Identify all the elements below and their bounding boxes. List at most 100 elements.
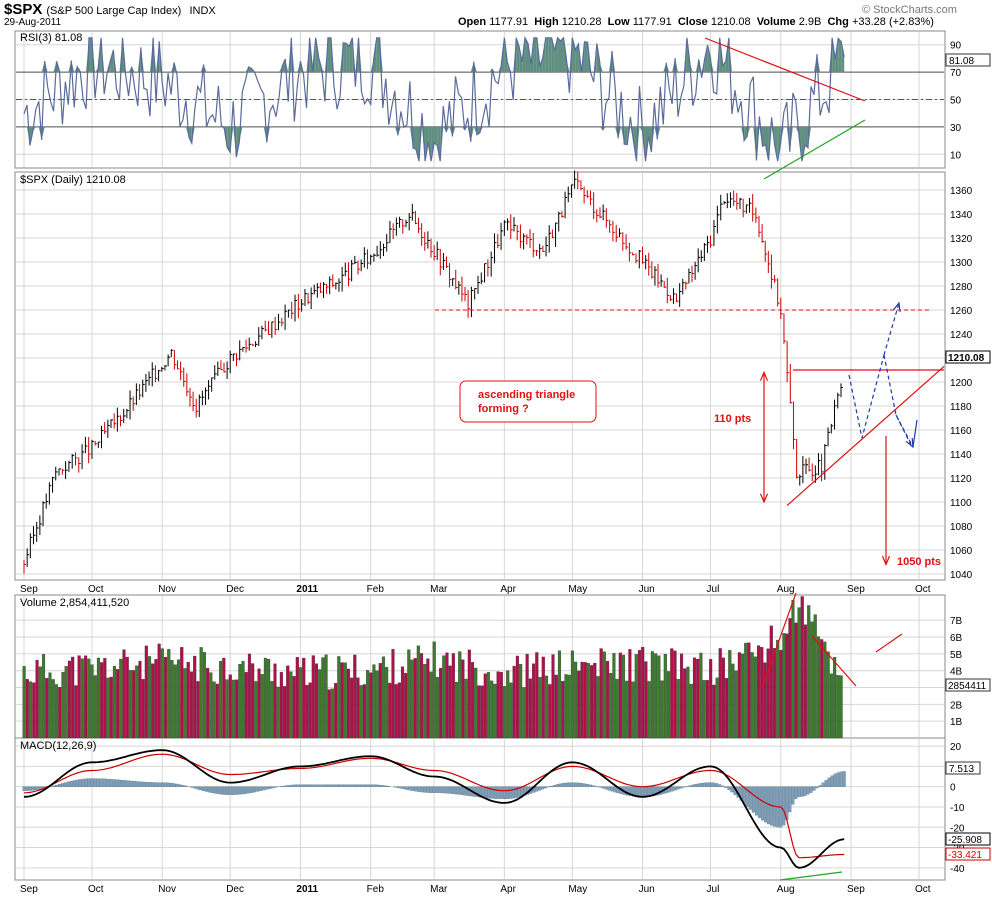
- x-tick-label: Nov: [158, 884, 176, 895]
- macd-histogram-bar: [576, 782, 580, 787]
- volume-bar: [432, 641, 436, 739]
- volume-bar: [41, 654, 46, 739]
- price-y-tick: 1140: [950, 450, 972, 461]
- volume-bar: [528, 678, 532, 739]
- volume-bar: [167, 649, 171, 739]
- volume-bar: [763, 662, 767, 739]
- macd-histogram-bar: [791, 786, 795, 805]
- x-tick-label: Apr: [500, 584, 516, 595]
- macd-histogram-bar: [553, 785, 557, 787]
- x-tick-label: Sep: [20, 884, 38, 895]
- macd-histogram-bar: [718, 784, 722, 787]
- macd-histogram-bar: [338, 784, 342, 787]
- volume-bar: [461, 659, 465, 739]
- macd-histogram-bar: [237, 786, 241, 795]
- volume-bar: [235, 679, 239, 739]
- macd-histogram-bar: [785, 786, 789, 820]
- volume-bar: [628, 649, 632, 739]
- price-y-tick: 1260: [950, 306, 973, 317]
- volume-bar: [548, 684, 552, 739]
- macd-histogram-bar: [460, 786, 464, 795]
- volume-bar: [141, 679, 145, 739]
- macd-histogram-bar: [673, 786, 677, 791]
- volume-bar: [330, 688, 335, 739]
- macd-histogram-bar: [244, 786, 247, 794]
- x-tick-label: Oct: [915, 584, 931, 595]
- volume-bar: [788, 618, 792, 739]
- volume-bar: [810, 621, 814, 739]
- rsi-fill: [327, 37, 331, 73]
- volume-bar: [721, 657, 725, 739]
- volume-bar: [106, 677, 110, 739]
- macd-histogram-bar: [87, 778, 91, 787]
- macd-histogram-bar: [556, 784, 560, 787]
- macd-histogram-bar: [118, 779, 121, 787]
- macd-histogram-bar: [836, 772, 840, 787]
- volume-bar: [407, 649, 411, 739]
- svg-text:-25.908: -25.908: [948, 835, 982, 846]
- rsi-fill: [89, 37, 92, 73]
- macd-histogram-bar: [205, 786, 208, 792]
- volume-bar: [470, 662, 475, 739]
- volume-bar: [506, 670, 510, 739]
- volume-bar: [93, 675, 97, 739]
- macd-histogram-bar: [240, 786, 244, 795]
- macd-histogram-bar: [228, 786, 232, 795]
- volume-bar: [295, 657, 299, 739]
- volume-bar: [641, 647, 645, 739]
- macd-histogram-bar: [411, 786, 415, 791]
- height-arrow-up-head: [759, 370, 769, 381]
- macd-histogram-bar: [31, 786, 35, 791]
- macd-histogram-bar: [175, 783, 179, 787]
- volume-bar: [631, 681, 635, 739]
- macd-histogram-bar: [222, 786, 226, 795]
- macd-histogram-bar: [541, 786, 545, 790]
- volume-bar: [673, 650, 677, 739]
- volume-bar: [298, 667, 303, 739]
- macd-histogram-bar: [63, 782, 67, 787]
- volume-bar: [813, 614, 817, 739]
- macd-histogram-bar: [625, 786, 629, 796]
- volume-bar: [551, 654, 555, 739]
- volume-bar: [71, 656, 75, 739]
- macd-histogram-bar: [292, 784, 296, 787]
- projection-arrow-up-head: [892, 301, 901, 313]
- volume-bar: [209, 672, 213, 739]
- macd-histogram-bar: [145, 782, 149, 787]
- macd-histogram-bar: [598, 786, 602, 788]
- svg-text:2854411: 2854411: [948, 681, 987, 692]
- macd-histogram-bar: [505, 786, 509, 799]
- rsi-fill: [584, 41, 588, 73]
- rsi-fill: [352, 37, 356, 73]
- macd-histogram-bar: [803, 786, 807, 796]
- volume-bar: [219, 660, 223, 739]
- volume-bar: [744, 642, 748, 739]
- volume-bar: [654, 653, 658, 739]
- volume-bar: [400, 666, 405, 739]
- macd-histogram-bar: [154, 782, 158, 787]
- volume-bar: [602, 651, 606, 739]
- volume-bar: [570, 650, 574, 739]
- macd-histogram-bar: [613, 786, 617, 793]
- volume-bar: [686, 666, 690, 739]
- projection-arrow-up: [883, 302, 900, 356]
- macd-histogram-bar: [234, 786, 238, 795]
- macd-signal-tag: -33.421: [945, 847, 991, 861]
- volume-bar: [64, 666, 68, 739]
- price-y-tick: 1300: [950, 258, 973, 269]
- macd-histogram-bar: [250, 786, 254, 793]
- volume-bar: [54, 684, 59, 739]
- volume-bar: [45, 678, 49, 739]
- macd-histogram-bar: [712, 782, 716, 787]
- macd-histogram-bar: [806, 786, 810, 795]
- volume-bar: [772, 648, 777, 739]
- rsi-fill: [437, 126, 441, 162]
- macd-histogram-bar: [408, 786, 412, 791]
- macd-histogram-bar: [523, 786, 527, 796]
- macd-histogram-bar: [81, 778, 85, 787]
- price-y-tick: 1100: [950, 498, 972, 509]
- macd-y-tick: -40: [950, 864, 965, 875]
- brand-link[interactable]: © StockCharts.com: [862, 4, 957, 16]
- macd-histogram-bar: [429, 786, 433, 793]
